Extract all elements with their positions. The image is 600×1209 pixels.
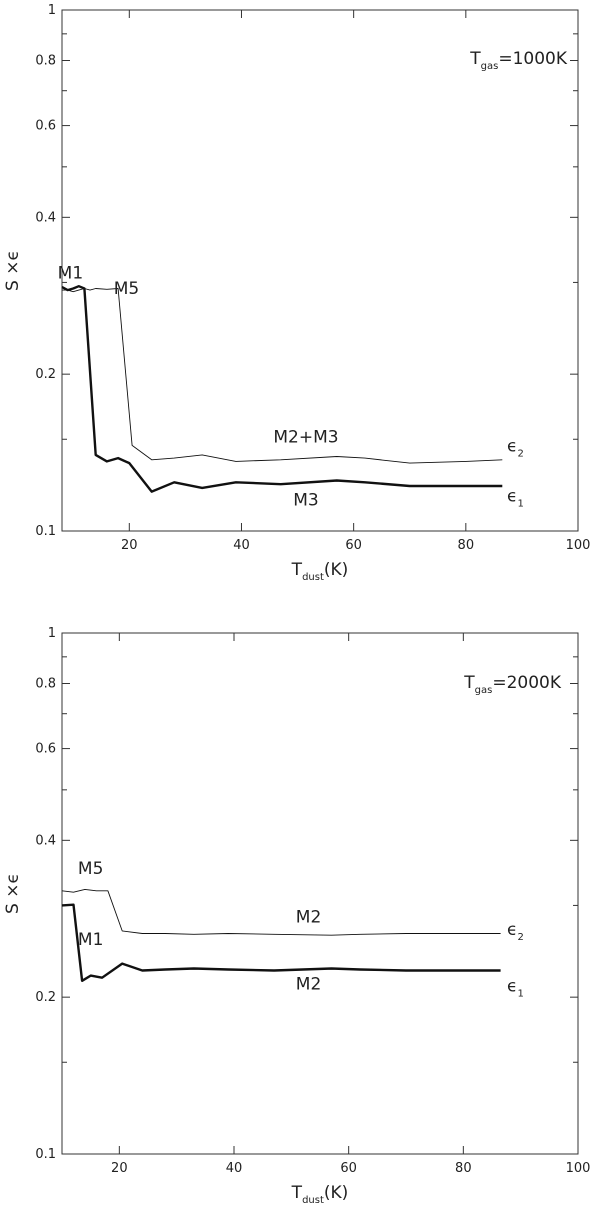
x-tick-label: 60 — [345, 538, 362, 553]
series-line-epsilon-2 — [61, 888, 501, 936]
x-tick-label: 20 — [121, 538, 138, 553]
series-line-epsilon-2 — [62, 288, 503, 464]
y-axis-label: S ×ϵ — [3, 873, 23, 914]
series-end-label: ϵ2 — [507, 920, 524, 943]
gas-temperature-label: Tgas=1000K — [469, 49, 568, 72]
y-tick-label: 0.2 — [35, 990, 56, 1005]
plot-frame — [61, 632, 579, 1155]
model-annotation: M2 — [296, 908, 321, 928]
y-tick-label: 0.6 — [35, 119, 56, 134]
series-line-epsilon-1 — [61, 903, 501, 982]
chart-1: 0.1 0.2 0.4 0.6 0.8 1 20 40 60 80 100 Tdust(K) S ×ϵ T… — [3, 3, 590, 583]
y-axis-label: S ×ϵ — [3, 250, 23, 291]
x-axis-label: Tdust(K) — [291, 1183, 349, 1206]
y-tick-label: 0.2 — [35, 367, 56, 382]
y-tick-label: 0.8 — [35, 676, 56, 691]
y-tick-label: 0.4 — [35, 210, 56, 225]
x-tick-label: 80 — [458, 538, 475, 553]
x-tick-label: 20 — [111, 1161, 128, 1176]
y-tick-label: 1 — [48, 3, 56, 18]
model-annotation: M1 — [78, 930, 103, 950]
series-line-epsilon-1 — [61, 285, 503, 493]
x-tick-label: 40 — [233, 538, 250, 553]
series-end-label: ϵ1 — [507, 486, 524, 509]
model-annotation: M2+M3 — [273, 427, 338, 447]
model-annotation: M5 — [114, 279, 139, 299]
y-tick-label: 0.8 — [35, 53, 56, 68]
y-tick-label: 1 — [48, 626, 56, 641]
chart-2: 0.1 0.2 0.4 0.6 0.8 1 20 40 60 80 100 Tdust(K) S ×ϵ T… — [3, 626, 590, 1206]
y-tick-label: 0.6 — [35, 742, 56, 757]
model-annotation: M1 — [58, 264, 83, 284]
series-end-label: ϵ1 — [507, 977, 524, 1000]
y-tick-label: 0.1 — [35, 1147, 56, 1162]
x-tick-label: 60 — [340, 1161, 357, 1176]
x-tick-label: 40 — [226, 1161, 243, 1176]
plot-frame — [61, 9, 579, 532]
model-annotation: M5 — [78, 859, 103, 879]
gas-temperature-label: Tgas=2000K — [463, 673, 562, 696]
x-tick-label: 80 — [455, 1161, 472, 1176]
y-tick-label: 0.4 — [35, 833, 56, 848]
y-tick-label: 0.1 — [35, 524, 56, 539]
x-tick-label: 100 — [566, 1161, 591, 1176]
x-tick-label: 100 — [566, 538, 591, 553]
model-annotation: M3 — [293, 490, 318, 510]
series-end-label: ϵ2 — [507, 437, 524, 460]
x-axis-label: Tdust(K) — [291, 560, 349, 583]
model-annotation: M2 — [296, 974, 321, 994]
